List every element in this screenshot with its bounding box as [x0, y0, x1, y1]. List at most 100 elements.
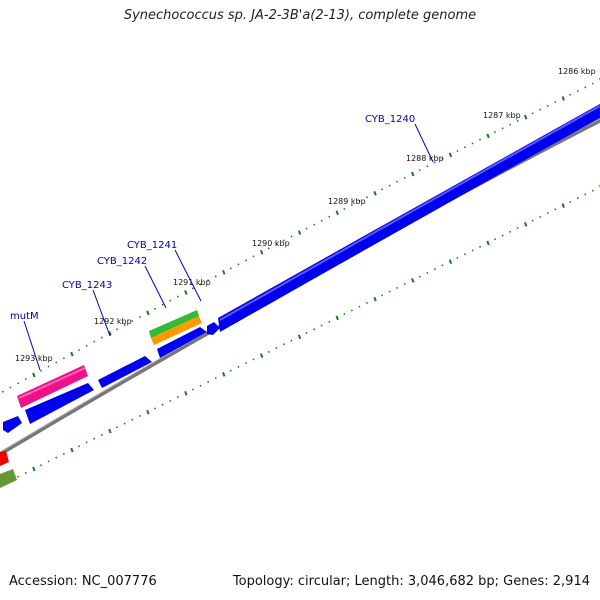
leader-cyb-1241 — [174, 249, 202, 302]
minor-tick — [267, 350, 270, 353]
minor-tick — [441, 157, 444, 160]
minor-tick — [123, 422, 126, 425]
minor-tick — [426, 271, 429, 274]
gene-cyb-1240[interactable] — [218, 104, 600, 332]
minor-tick — [305, 331, 308, 334]
major-tick — [335, 315, 339, 321]
gene-blue-4[interactable] — [3, 416, 22, 433]
minor-tick — [191, 388, 194, 391]
ruler-label-1287: 1287 kbp — [483, 111, 521, 120]
major-tick — [184, 390, 188, 396]
gene-cyb-1242-orange[interactable] — [151, 316, 202, 345]
major-tick — [146, 310, 150, 316]
major-tick — [222, 269, 226, 275]
gene-blue-3[interactable] — [25, 383, 94, 424]
minor-tick — [176, 295, 179, 298]
accession-text: Accession: NC_007776 — [9, 574, 157, 589]
major-tick — [523, 221, 528, 227]
major-tick — [259, 249, 264, 255]
minor-tick — [576, 197, 579, 200]
minor-tick — [169, 399, 172, 402]
gene-cyb-1241-green[interactable] — [149, 310, 199, 338]
minor-tick — [252, 255, 255, 258]
inner-tick-ring — [1, 185, 600, 486]
minor-tick — [169, 299, 172, 302]
minor-tick — [17, 475, 20, 478]
gene-label-cyb-1240[interactable]: CYB_1240 — [365, 114, 415, 125]
minor-tick — [47, 460, 50, 463]
gene-label-cyb-1241[interactable]: CYB_1241 — [127, 240, 177, 251]
major-tick — [373, 296, 377, 302]
minor-tick — [576, 90, 579, 93]
minor-tick — [39, 369, 42, 372]
minor-tick — [138, 315, 141, 318]
minor-tick — [252, 358, 255, 361]
major-tick — [297, 334, 302, 340]
ruler-label-1292: 1292 kbp — [94, 317, 132, 326]
major-tick — [448, 259, 453, 265]
minor-tick — [494, 238, 497, 241]
gene-label-cyb-1243[interactable]: CYB_1243 — [62, 280, 112, 291]
minor-tick — [320, 324, 323, 327]
minor-tick — [176, 396, 179, 399]
minor-tick — [229, 267, 232, 270]
major-tick — [486, 240, 490, 246]
minor-tick — [584, 86, 587, 89]
minor-tick — [78, 445, 81, 448]
minor-tick — [365, 196, 368, 199]
ruler-label-1290: 1290 kbp — [252, 239, 290, 248]
minor-tick — [509, 123, 512, 126]
major-tick — [523, 114, 528, 120]
major-tick — [411, 278, 415, 283]
map-title: Synechococcus sp. JA-2-3B'a(2-13), compl… — [123, 8, 477, 23]
minor-tick — [131, 418, 134, 421]
gene-blue-2[interactable] — [98, 356, 152, 388]
minor-tick — [433, 268, 436, 271]
minor-tick — [282, 343, 285, 346]
minor-tick — [539, 215, 542, 218]
minor-tick — [55, 456, 58, 459]
major-tick — [32, 372, 36, 378]
gene-olive[interactable] — [0, 469, 17, 488]
minor-tick — [381, 188, 384, 191]
gene-small-1[interactable] — [207, 322, 220, 335]
gene-label-cyb-1242[interactable]: CYB_1242 — [97, 256, 147, 267]
minor-tick — [388, 184, 391, 187]
minor-tick — [350, 204, 353, 207]
minor-tick — [199, 384, 202, 387]
ruler-label-1289: 1289 kbp — [328, 197, 366, 206]
minor-tick — [388, 290, 391, 293]
minor-tick — [100, 433, 103, 436]
gene-label-mutm[interactable]: mutM — [10, 311, 39, 322]
minor-tick — [569, 93, 572, 96]
minor-tick — [237, 365, 240, 368]
minor-tick — [343, 207, 346, 210]
minor-tick — [418, 169, 421, 172]
genome-summary-text: Topology: circular; Length: 3,046,682 bp… — [232, 574, 590, 589]
minor-tick — [494, 131, 497, 134]
minor-tick — [123, 324, 126, 327]
gene-red[interactable] — [0, 451, 9, 466]
gene-cyb-1241-blue[interactable] — [157, 327, 207, 358]
minor-tick — [1, 390, 4, 393]
minor-tick — [229, 369, 232, 372]
minor-tick — [463, 253, 466, 256]
minor-tick — [282, 239, 285, 242]
minor-tick — [463, 146, 466, 149]
minor-tick — [418, 275, 421, 278]
minor-tick — [62, 452, 65, 455]
major-tick — [108, 331, 112, 336]
major-tick — [297, 230, 302, 235]
gene-cyb-1240-shine — [219, 105, 600, 321]
minor-tick — [154, 307, 157, 310]
minor-tick — [320, 219, 323, 222]
minor-tick — [85, 344, 88, 347]
minor-tick — [328, 320, 331, 323]
minor-tick — [93, 340, 96, 343]
major-tick — [259, 353, 264, 358]
minor-tick — [199, 283, 202, 286]
minor-tick — [47, 365, 50, 368]
minor-tick — [546, 104, 549, 107]
minor-tick — [479, 245, 482, 248]
